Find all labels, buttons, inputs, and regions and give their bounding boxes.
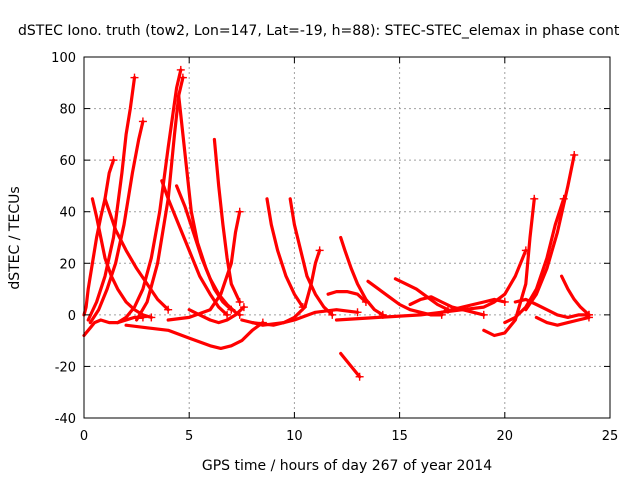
data-point-marker — [235, 207, 244, 216]
data-point-marker — [355, 372, 364, 381]
data-point-marker — [361, 297, 370, 306]
y-tick-label: -40 — [55, 412, 76, 427]
y-tick-label: -20 — [55, 360, 76, 375]
y-tick-label: 40 — [59, 206, 76, 221]
data-series-line — [339, 351, 362, 379]
data-series-line — [503, 197, 566, 325]
data-series-line — [166, 210, 242, 322]
data-series-line — [86, 76, 137, 322]
data-point-marker — [584, 313, 593, 322]
x-tick-label: 10 — [286, 429, 303, 444]
data-point-marker — [178, 73, 187, 82]
data-point-marker — [570, 150, 579, 159]
x-tick-label: 25 — [602, 429, 619, 444]
data-point-marker — [235, 297, 244, 306]
data-series-line — [560, 274, 591, 317]
data-series-line — [212, 137, 242, 304]
data-point-marker — [223, 310, 232, 319]
data-point-marker — [130, 73, 139, 82]
x-tick-label: 0 — [80, 429, 88, 444]
data-point-marker — [164, 305, 173, 314]
data-point-marker — [176, 65, 185, 74]
x-axis-ticks: 0 5 10 15 20 25 — [80, 57, 618, 444]
y-tick-label: 0 — [68, 309, 76, 324]
data-series-line — [82, 158, 116, 317]
y-axis-ticks: -40 -20 0 20 40 60 80 100 — [51, 51, 610, 427]
data-point-marker — [479, 310, 488, 319]
x-tick-label: 15 — [391, 429, 408, 444]
data-point-marker — [147, 313, 156, 322]
grid-lines — [84, 57, 610, 418]
x-axis-label: GPS time / hours of day 267 of year 2014 — [202, 458, 492, 474]
chart-title: dSTEC Iono. truth (tow2, Lon=147, Lat=-1… — [18, 23, 620, 39]
plot-frame — [83, 56, 611, 419]
data-series-line — [90, 197, 153, 319]
y-tick-label: 20 — [59, 257, 76, 272]
data-series-line — [339, 235, 385, 317]
data-point-marker — [328, 310, 337, 319]
data-series-line — [393, 277, 450, 312]
y-tick-label: 100 — [51, 51, 76, 66]
data-series-line — [524, 153, 576, 312]
data-series-line — [513, 297, 591, 319]
data-series-line — [288, 197, 334, 317]
data-series-line — [175, 184, 242, 317]
data-series-line — [160, 179, 229, 317]
data-point-marker — [315, 246, 324, 255]
y-tick-label: 60 — [59, 154, 76, 169]
data-series-line — [88, 119, 145, 325]
data-series-line — [265, 197, 305, 309]
y-axis-label: dSTEC / TECUs — [7, 186, 23, 289]
data-traces — [82, 65, 593, 381]
data-series-line — [326, 290, 368, 304]
data-point-marker — [239, 303, 248, 312]
data-series-line — [334, 248, 528, 322]
data-series-line — [482, 197, 536, 338]
data-point-marker — [500, 297, 509, 306]
x-tick-label: 5 — [185, 429, 193, 444]
data-series-line — [124, 321, 265, 350]
data-series-line — [116, 68, 183, 325]
data-series-line — [250, 308, 360, 327]
data-series-line — [177, 94, 233, 312]
data-series-line — [103, 197, 170, 312]
x-tick-label: 20 — [497, 429, 514, 444]
data-series-line — [534, 315, 591, 327]
data-point-marker — [109, 156, 118, 165]
data-point-marker — [138, 117, 147, 126]
data-series-line — [408, 295, 486, 317]
data-point-marker — [530, 194, 539, 203]
y-tick-label: 80 — [59, 103, 76, 118]
data-series-line — [82, 315, 145, 338]
data-point-marker — [353, 308, 362, 317]
data-series-line — [187, 305, 246, 325]
